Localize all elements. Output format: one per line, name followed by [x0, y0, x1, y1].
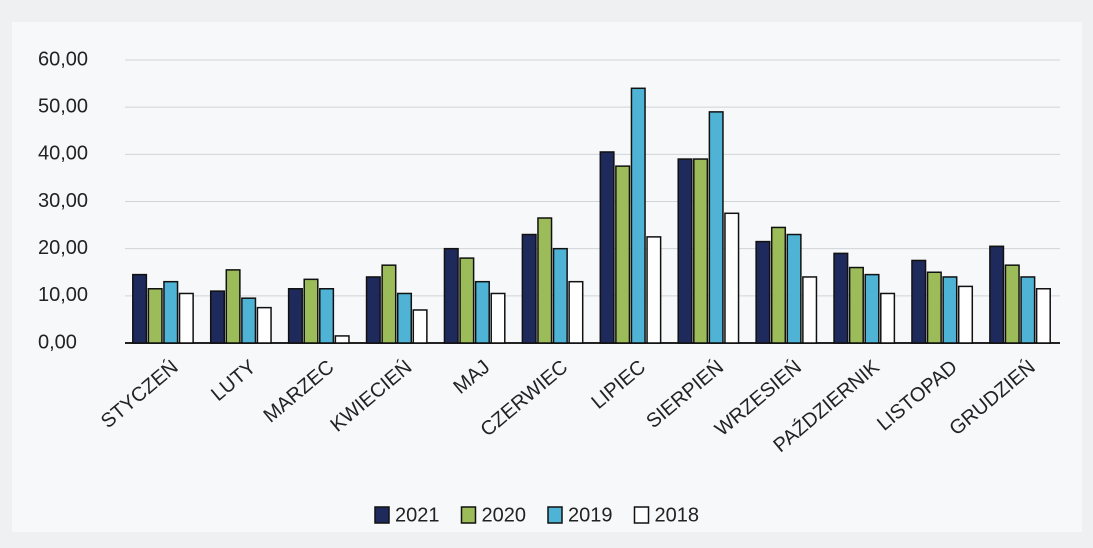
- bar: [848, 266, 864, 344]
- bar: [474, 280, 490, 344]
- bar: [225, 269, 241, 344]
- bar: [786, 233, 802, 344]
- bar: [334, 335, 350, 344]
- bar: [303, 278, 319, 344]
- bar: [381, 264, 397, 344]
- y-tick-label: 40,00: [38, 143, 88, 165]
- legend-label: 2018: [655, 504, 700, 526]
- bar: [537, 217, 553, 344]
- bar: [615, 165, 631, 344]
- bar: [256, 306, 272, 344]
- legend-swatch: [633, 506, 650, 524]
- bar: [459, 257, 475, 344]
- bar: [724, 212, 740, 344]
- legend-label: 2020: [482, 504, 527, 526]
- legend-swatch: [460, 506, 477, 524]
- bar: [287, 288, 303, 344]
- bar: [677, 158, 693, 344]
- bar: [833, 252, 849, 344]
- bar: [770, 226, 787, 344]
- bar: [365, 276, 381, 344]
- legend-label: 2021: [395, 504, 440, 526]
- legend-swatch: [547, 506, 563, 524]
- bar: [178, 292, 194, 344]
- bar: [957, 285, 974, 344]
- bar: [693, 158, 709, 344]
- bar: [1004, 264, 1020, 344]
- y-tick-label: 0,00: [38, 331, 77, 353]
- legend-label: 2019: [568, 504, 613, 526]
- bar: [568, 280, 584, 344]
- bar: [521, 233, 537, 344]
- bar: [396, 292, 413, 344]
- bar: [755, 240, 771, 344]
- bar: [1020, 276, 1036, 344]
- bar: [989, 245, 1005, 344]
- bar: [319, 288, 335, 344]
- y-tick-label: 60,00: [38, 48, 88, 70]
- bar: [241, 297, 257, 344]
- bar: [630, 87, 646, 344]
- legend-swatch: [374, 506, 390, 524]
- bar: [490, 292, 506, 344]
- bar: [132, 273, 148, 344]
- bar: [926, 271, 942, 344]
- y-tick-label: 30,00: [38, 190, 88, 212]
- bar: [708, 111, 724, 344]
- bar: [412, 309, 428, 344]
- bar: [880, 292, 896, 344]
- bar: [942, 276, 958, 344]
- bar: [209, 290, 226, 344]
- bar: [443, 247, 459, 344]
- y-tick-label: 20,00: [38, 237, 88, 259]
- bar: [163, 280, 179, 344]
- bar: [147, 288, 163, 344]
- bar: [646, 236, 662, 344]
- y-tick-label: 10,00: [38, 284, 88, 306]
- bar: [599, 151, 615, 344]
- bar: [802, 276, 818, 344]
- bar: [552, 247, 568, 344]
- bar: [1035, 288, 1051, 344]
- bar: [911, 259, 927, 344]
- bar: [864, 273, 880, 344]
- y-tick-label: 50,00: [38, 95, 88, 117]
